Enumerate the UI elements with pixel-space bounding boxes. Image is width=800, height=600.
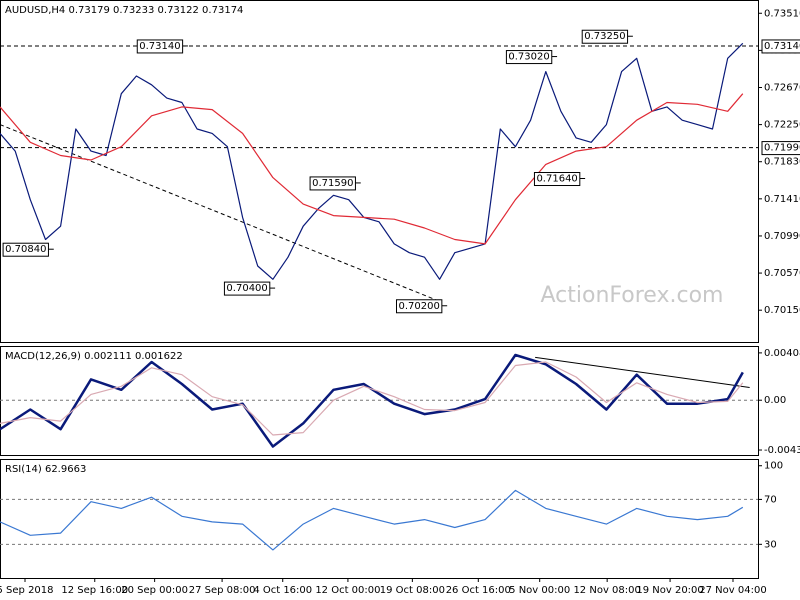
panel-title: MACD(12,26,9) 0.002111 0.001622 bbox=[5, 351, 183, 362]
level-label-box bbox=[761, 39, 800, 54]
rsi-panel bbox=[0, 459, 759, 579]
annotation: 0.73140 bbox=[139, 41, 180, 52]
x-tick-label: 12 Sep 16:00 bbox=[61, 585, 128, 596]
x-tick-label: 12 Nov 08:00 bbox=[573, 585, 640, 596]
series-line bbox=[0, 93, 744, 245]
y-tick-label: 100 bbox=[764, 461, 783, 472]
trendline bbox=[535, 356, 750, 388]
annotation-box bbox=[533, 172, 581, 187]
series-line bbox=[0, 42, 744, 280]
annotation-box bbox=[581, 29, 629, 44]
annotation-box bbox=[2, 242, 49, 257]
panel-title: AUDUSD,H4 0.73179 0.73233 0.73122 0.7317… bbox=[5, 5, 243, 16]
x-tick-label: 5 Nov 00:00 bbox=[509, 585, 570, 596]
annotation-box bbox=[505, 50, 553, 65]
y-tick-label: 30 bbox=[764, 539, 777, 550]
annotation-box bbox=[136, 39, 184, 54]
trendline bbox=[0, 124, 440, 302]
annotation: 0.73020 bbox=[508, 52, 549, 63]
panel-title: RSI(14) 62.9663 bbox=[5, 464, 86, 475]
x-tick-label: 26 Oct 16:00 bbox=[446, 585, 511, 596]
series-line bbox=[0, 489, 744, 551]
level-label: 0.73140 bbox=[764, 41, 800, 52]
macd-panel bbox=[0, 346, 759, 456]
price-panel bbox=[0, 0, 759, 343]
annotation-box bbox=[395, 299, 443, 314]
y-tick-label: 70 bbox=[764, 494, 777, 505]
annotation-box bbox=[309, 176, 356, 191]
annotation: 0.73250 bbox=[584, 31, 625, 42]
annotation: 0.71640 bbox=[536, 174, 577, 185]
watermark: ActionForex.com bbox=[541, 283, 724, 308]
series-line bbox=[0, 353, 744, 448]
x-tick-label: 12 Oct 00:00 bbox=[315, 585, 380, 596]
y-tick-label: 0.00 bbox=[764, 395, 786, 406]
x-tick-label: 19 Nov 20:00 bbox=[636, 585, 703, 596]
x-tick-label: 4 Oct 16:00 bbox=[253, 585, 312, 596]
x-tick-label: 19 Oct 08:00 bbox=[380, 585, 445, 596]
x-tick-label: 27 Nov 04:00 bbox=[699, 585, 766, 596]
annotation-box bbox=[223, 281, 271, 296]
annotation: 0.70200 bbox=[398, 301, 439, 312]
x-tick-label: 20 Sep 00:00 bbox=[121, 585, 188, 596]
annotation: 0.70400 bbox=[226, 283, 267, 294]
level-label-box bbox=[761, 141, 800, 156]
annotation: 0.70840 bbox=[5, 244, 46, 255]
x-tick-label: 27 Sep 08:00 bbox=[189, 585, 256, 596]
y-tick-label: 0.004085 bbox=[764, 348, 800, 359]
x-tick-label: 5 Sep 2018 bbox=[0, 585, 54, 596]
annotation: 0.71590 bbox=[312, 178, 353, 189]
y-tick-label: -0.0043 bbox=[764, 445, 800, 456]
series-line bbox=[0, 361, 744, 436]
